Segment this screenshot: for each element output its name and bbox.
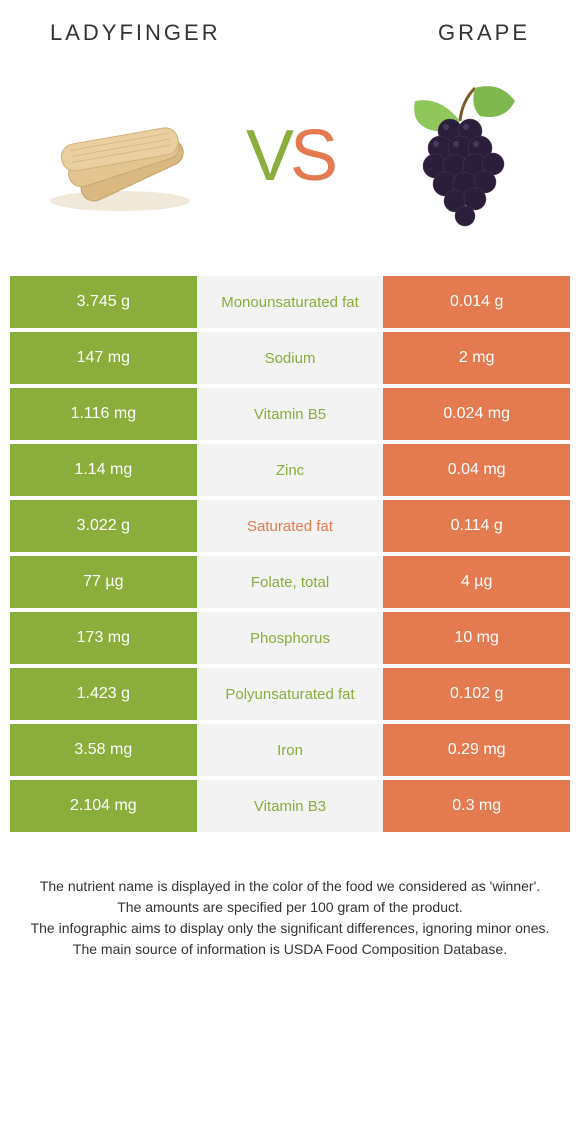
grape-image [380,76,540,236]
nutrient-label: Saturated fat [197,500,384,552]
left-value: 1.423 g [10,668,197,720]
right-value: 0.3 mg [383,780,570,832]
left-value: 3.022 g [10,500,197,552]
right-value: 0.014 g [383,276,570,328]
table-row: 1.116 mgVitamin B50.024 mg [10,388,570,440]
table-row: 3.022 gSaturated fat0.114 g [10,500,570,552]
nutrient-label: Monounsaturated fat [197,276,384,328]
left-value: 3.58 mg [10,724,197,776]
right-value: 4 µg [383,556,570,608]
left-value: 2.104 mg [10,780,197,832]
titles-row: Ladyfinger Grape [0,20,580,46]
images-row: VS [0,76,580,236]
nutrient-label: Polyunsaturated fat [197,668,384,720]
left-title: Ladyfinger [50,20,221,46]
left-value: 173 mg [10,612,197,664]
footnote: The nutrient name is displayed in the co… [30,876,550,960]
right-value: 0.102 g [383,668,570,720]
nutrient-label: Zinc [197,444,384,496]
vs-v: V [246,116,290,196]
right-value: 2 mg [383,332,570,384]
right-value: 10 mg [383,612,570,664]
table-row: 3.745 gMonounsaturated fat0.014 g [10,276,570,328]
footnote-line: The amounts are specified per 100 gram o… [30,897,550,918]
table-row: 77 µgFolate, total4 µg [10,556,570,608]
table-row: 1.423 gPolyunsaturated fat0.102 g [10,668,570,720]
left-value: 3.745 g [10,276,197,328]
right-title: Grape [438,20,530,46]
nutrient-label: Iron [197,724,384,776]
table-row: 3.58 mgIron0.29 mg [10,724,570,776]
table-row: 147 mgSodium2 mg [10,332,570,384]
left-value: 1.116 mg [10,388,197,440]
nutrient-label: Phosphorus [197,612,384,664]
table-row: 1.14 mgZinc0.04 mg [10,444,570,496]
nutrient-label: Vitamin B5 [197,388,384,440]
vs-label: VS [246,115,334,197]
nutrient-label: Sodium [197,332,384,384]
ladyfinger-image [40,76,200,236]
left-value: 77 µg [10,556,197,608]
right-value: 0.04 mg [383,444,570,496]
footnote-line: The infographic aims to display only the… [30,918,550,939]
table-row: 2.104 mgVitamin B30.3 mg [10,780,570,832]
right-value: 0.29 mg [383,724,570,776]
right-value: 0.024 mg [383,388,570,440]
left-value: 147 mg [10,332,197,384]
right-value: 0.114 g [383,500,570,552]
table-row: 173 mgPhosphorus10 mg [10,612,570,664]
footnote-line: The main source of information is USDA F… [30,939,550,960]
nutrient-label: Vitamin B3 [197,780,384,832]
left-value: 1.14 mg [10,444,197,496]
footnote-line: The nutrient name is displayed in the co… [30,876,550,897]
comparison-table: 3.745 gMonounsaturated fat0.014 g147 mgS… [10,276,570,836]
nutrient-label: Folate, total [197,556,384,608]
vs-s: S [290,116,334,196]
